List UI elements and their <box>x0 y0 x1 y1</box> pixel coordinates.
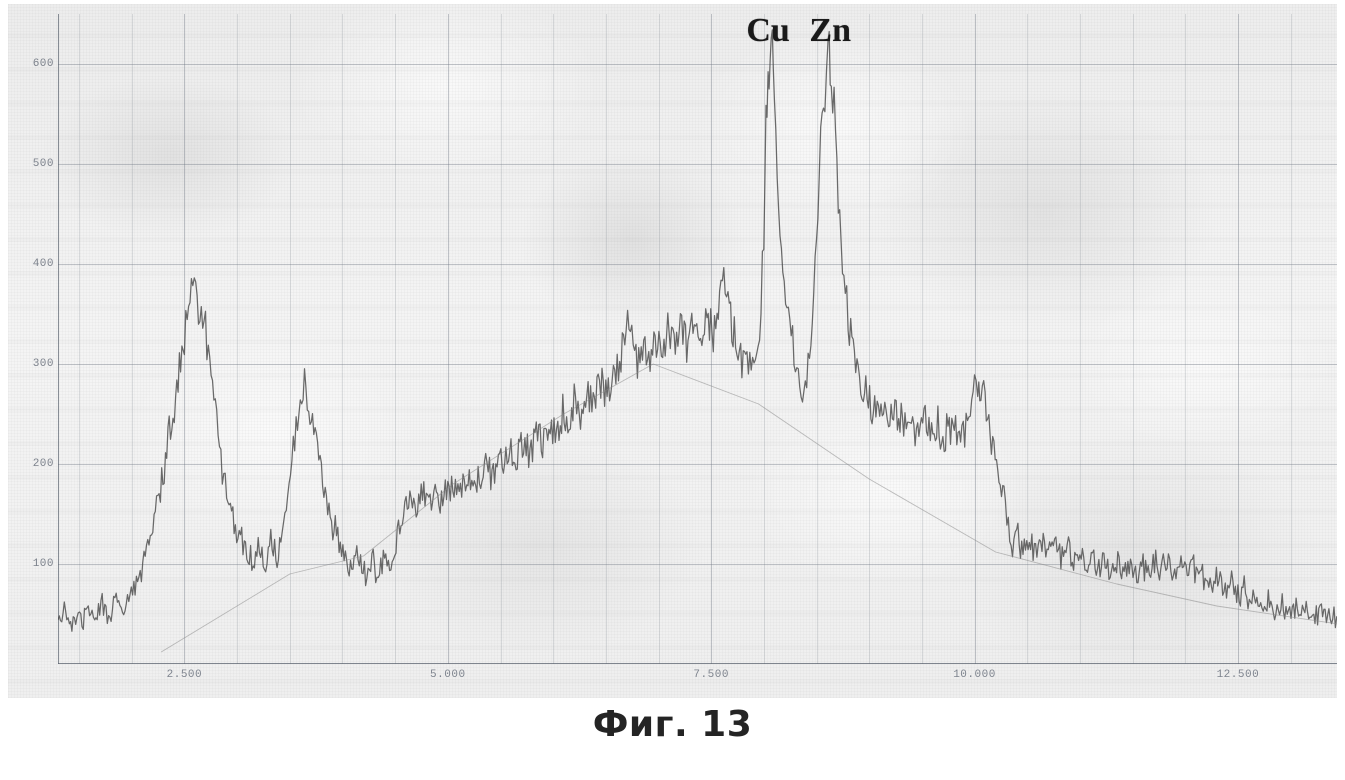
background-baseline <box>161 364 1337 652</box>
scanned-spectrum-image: 600 500 400 300 200 100 2.500 5.000 7.500 10.000… <box>8 4 1337 698</box>
x-tick-label: 12.500 <box>1217 669 1260 681</box>
x-tick-label: 7.500 <box>693 669 729 681</box>
y-tick-label: 400 <box>33 258 54 270</box>
x-tick-label: 10.000 <box>953 669 996 681</box>
y-tick-label: 500 <box>33 158 54 170</box>
spectrum-plot-area: 600500400300200100 2.5005.0007.50010.000… <box>58 14 1337 664</box>
y-tick-label: 100 <box>33 558 54 570</box>
spectrum-curves <box>58 14 1337 664</box>
x-tick-label: 5.000 <box>430 669 466 681</box>
x-tick-label: 2.500 <box>167 669 203 681</box>
figure-caption: Фиг. 13 <box>0 704 1345 745</box>
y-tick-label: 600 <box>33 58 54 70</box>
y-tick-label: 200 <box>33 458 54 470</box>
y-tick-label: 300 <box>33 358 54 370</box>
figure-sheet: 600 500 400 300 200 100 2.500 5.000 7.500 10.000… <box>0 0 1345 780</box>
spectrum-trace <box>58 30 1337 631</box>
